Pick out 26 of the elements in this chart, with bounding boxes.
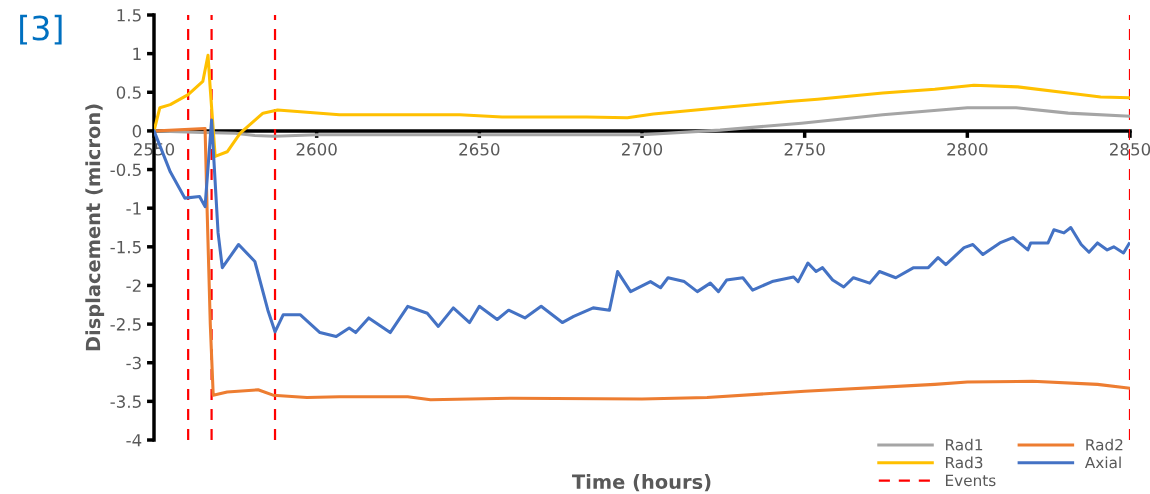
x-tick-label: 2650 — [459, 143, 500, 156]
y-tick-label: 0 — [132, 124, 142, 138]
x-tick-label: 2850 — [1110, 143, 1150, 156]
y-tick-label: -2 — [126, 279, 141, 292]
y-axis-title: Displacement (micron) — [85, 104, 105, 351]
y-tick-label: 0.5 — [116, 86, 141, 99]
legend-label: Events — [946, 474, 996, 487]
x-axis-title: Time (hours) — [572, 474, 711, 492]
x-tick-label: 2800 — [947, 143, 988, 156]
y-tick-label: -2.5 — [110, 318, 141, 331]
chart-title: [3] — [20, 14, 62, 45]
legend-label: Rad2 — [1086, 438, 1123, 451]
legend-label: Rad1 — [946, 438, 983, 451]
x-tick-label: 2600 — [296, 143, 337, 156]
legend-label: Rad3 — [946, 456, 983, 469]
y-tick-label: 1.5 — [117, 9, 141, 22]
x-tick-label: 2750 — [784, 143, 825, 156]
y-tick-label: -1 — [126, 202, 141, 215]
legend-label: Axial — [1084, 456, 1121, 469]
y-tick-label: -3.5 — [110, 395, 141, 408]
x-tick-label: 2700 — [622, 143, 663, 156]
y-tick-label: -1.5 — [110, 241, 141, 254]
y-tick-label: -0.5 — [110, 163, 141, 177]
y-tick-label: -4 — [126, 434, 142, 447]
y-tick-label: -3 — [126, 356, 141, 370]
y-tick-label: 1 — [133, 47, 141, 60]
